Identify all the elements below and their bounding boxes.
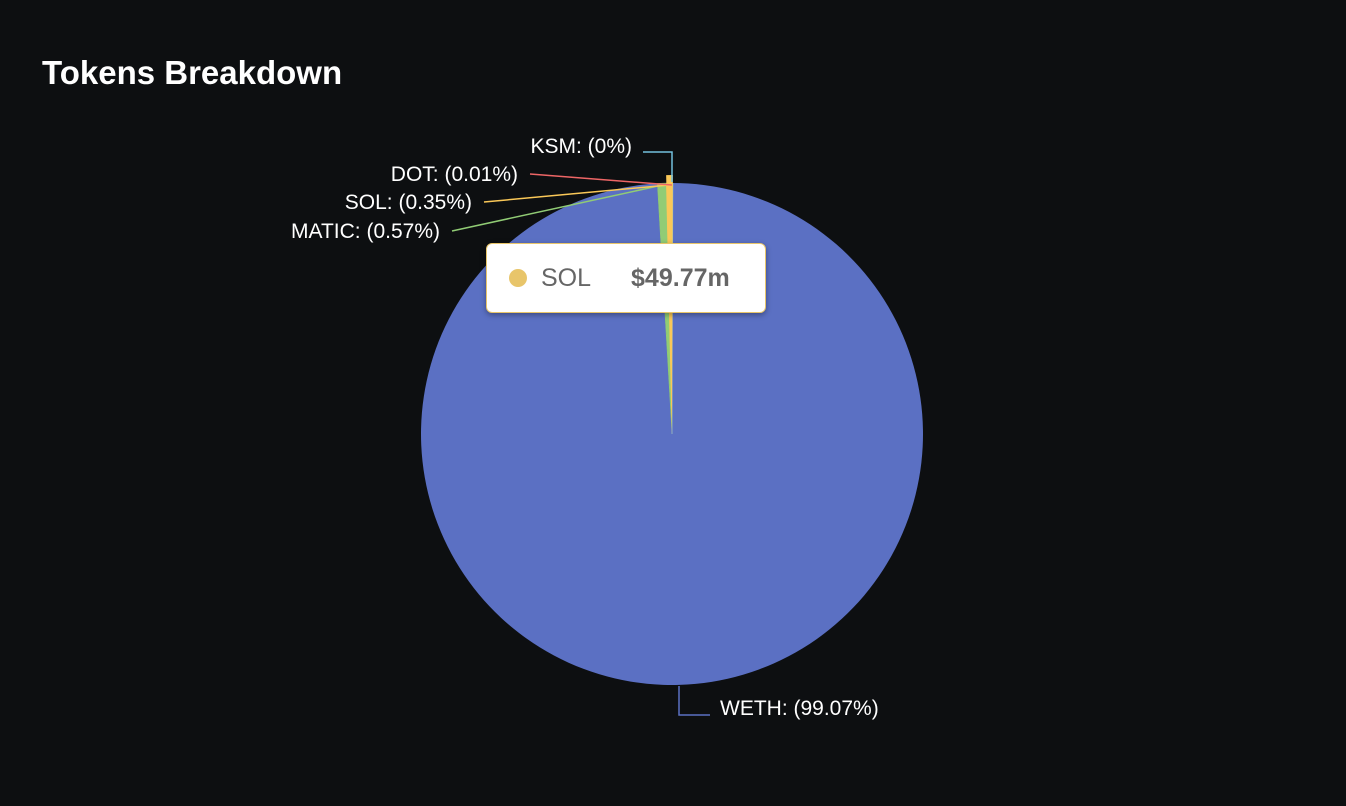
leader-line-sol	[483, 184, 670, 203]
slice-label-dot: DOT: (0.01%)	[391, 163, 518, 186]
leader-line-matic	[451, 184, 663, 232]
chart-tooltip: SOL $49.77m	[486, 243, 766, 313]
leader-line-dot	[529, 173, 672, 186]
chart-title: Tokens Breakdown	[42, 54, 343, 91]
slice-label-weth: WETH: (99.07%)	[720, 697, 879, 720]
tooltip-series-name: SOL	[541, 263, 592, 292]
leader-line-ksm	[643, 151, 673, 182]
leader-line-weth	[678, 686, 710, 716]
slice-label-sol: SOL: (0.35%)	[345, 191, 472, 214]
slice-label-ksm: KSM: (0%)	[530, 135, 632, 158]
tooltip-color-dot	[509, 269, 527, 287]
slice-label-matic: MATIC: (0.57%)	[291, 220, 440, 243]
tooltip-value: $49.77m	[631, 263, 730, 292]
